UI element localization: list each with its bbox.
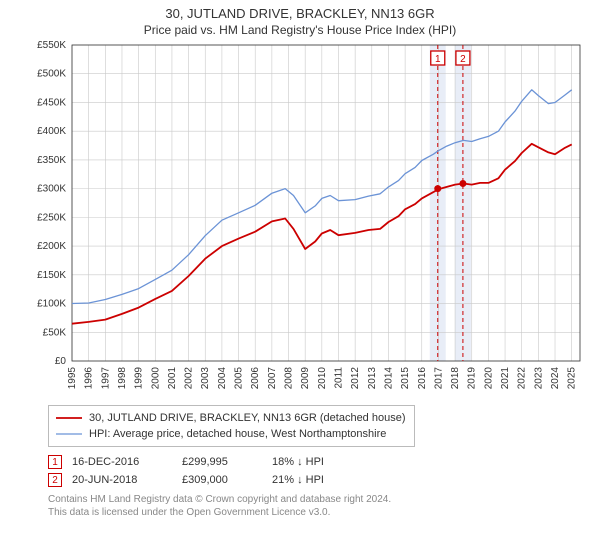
event-date: 20-JUN-2018 <box>72 474 182 486</box>
svg-text:£300K: £300K <box>37 184 66 195</box>
svg-text:2009: 2009 <box>300 367 311 390</box>
event-price: £309,000 <box>182 474 272 486</box>
svg-text:£400K: £400K <box>37 126 66 137</box>
event-price: £299,995 <box>182 456 272 468</box>
svg-text:2008: 2008 <box>284 367 295 390</box>
svg-text:£200K: £200K <box>37 241 66 252</box>
svg-text:1995: 1995 <box>67 367 78 390</box>
svg-text:£350K: £350K <box>37 155 66 166</box>
svg-text:2001: 2001 <box>167 367 178 390</box>
event-badge: 1 <box>48 455 62 469</box>
svg-text:1: 1 <box>435 54 441 65</box>
svg-text:2002: 2002 <box>184 367 195 390</box>
svg-text:2015: 2015 <box>400 367 411 390</box>
event-date: 16-DEC-2016 <box>72 456 182 468</box>
svg-text:2016: 2016 <box>417 367 428 390</box>
chart: £0 £50K £100K £150K £200K £250K £300K £350K £400… <box>24 41 584 399</box>
event-badge: 2 <box>48 473 62 487</box>
svg-text:2006: 2006 <box>250 367 261 390</box>
svg-text:1998: 1998 <box>117 367 128 390</box>
svg-text:£150K: £150K <box>37 270 66 281</box>
svg-text:1996: 1996 <box>84 367 95 390</box>
svg-text:£0: £0 <box>55 356 67 367</box>
legend-row: 30, JUTLAND DRIVE, BRACKLEY, NN13 6GR (d… <box>55 410 406 426</box>
svg-text:2017: 2017 <box>433 367 444 390</box>
svg-text:£100K: £100K <box>37 299 66 310</box>
svg-text:2: 2 <box>460 54 466 65</box>
svg-text:2003: 2003 <box>200 367 211 390</box>
svg-text:2025: 2025 <box>567 367 578 390</box>
svg-text:2004: 2004 <box>217 367 228 390</box>
footer-line-1: Contains HM Land Registry data © Crown c… <box>48 493 590 506</box>
svg-text:2021: 2021 <box>500 367 511 390</box>
svg-text:£550K: £550K <box>37 41 66 51</box>
svg-text:2011: 2011 <box>333 367 344 389</box>
svg-text:2018: 2018 <box>450 367 461 390</box>
svg-text:£250K: £250K <box>37 212 66 223</box>
footer-line-2: This data is licensed under the Open Gov… <box>48 506 590 519</box>
svg-text:2007: 2007 <box>267 367 278 390</box>
footer: Contains HM Land Registry data © Crown c… <box>48 493 590 519</box>
event-table: 1 16-DEC-2016£299,99518% ↓ HPI 2 20-JUN-201… <box>48 455 590 487</box>
legend: 30, JUTLAND DRIVE, BRACKLEY, NN13 6GR (d… <box>48 405 415 447</box>
container: 30, JUTLAND DRIVE, BRACKLEY, NN13 6GR Pr… <box>0 0 600 560</box>
svg-text:2000: 2000 <box>150 367 161 390</box>
svg-text:£500K: £500K <box>37 69 66 80</box>
legend-row: HPI: Average price, detached house, West… <box>55 426 406 442</box>
svg-text:£50K: £50K <box>43 327 67 338</box>
title: 30, JUTLAND DRIVE, BRACKLEY, NN13 6GR <box>10 6 590 21</box>
svg-text:2019: 2019 <box>467 367 478 390</box>
event-row: 1 16-DEC-2016£299,99518% ↓ HPI <box>48 455 590 469</box>
svg-text:2020: 2020 <box>483 367 494 390</box>
svg-text:2012: 2012 <box>350 367 361 390</box>
svg-text:£450K: £450K <box>37 97 66 108</box>
svg-text:2014: 2014 <box>383 367 394 390</box>
subtitle: Price paid vs. HM Land Registry's House … <box>10 23 590 37</box>
svg-text:2013: 2013 <box>367 367 378 390</box>
event-change: 18% ↓ HPI <box>272 456 372 468</box>
svg-text:2024: 2024 <box>550 367 561 390</box>
svg-text:2005: 2005 <box>234 367 245 390</box>
svg-text:1999: 1999 <box>134 367 145 390</box>
svg-text:2022: 2022 <box>517 367 528 390</box>
svg-text:1997: 1997 <box>100 367 111 390</box>
svg-text:2010: 2010 <box>317 367 328 390</box>
svg-text:2023: 2023 <box>533 367 544 390</box>
event-change: 21% ↓ HPI <box>272 474 372 486</box>
event-row: 2 20-JUN-2018£309,00021% ↓ HPI <box>48 473 590 487</box>
chart-svg: £0 £50K £100K £150K £200K £250K £300K £350K £400… <box>24 41 584 399</box>
